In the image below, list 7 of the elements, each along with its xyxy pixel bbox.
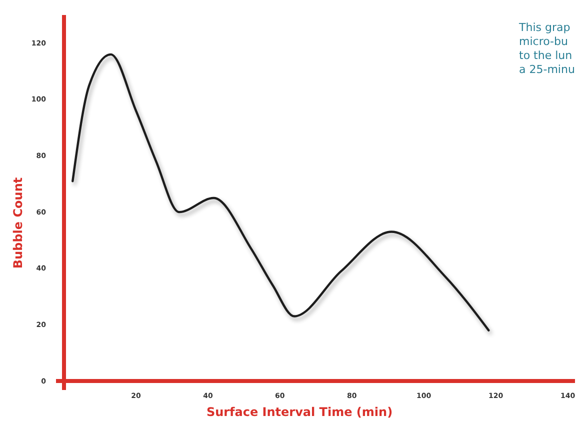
annotation: a 25-minu (519, 63, 575, 76)
x-axis-title: Surface Interval Time (min) (206, 405, 393, 419)
annotation: to the lun (519, 49, 572, 62)
y-axis-title: Bubble Count (11, 177, 25, 269)
annotation: This grap (518, 21, 570, 34)
line-series (72, 53, 490, 332)
annotation: micro-bu (519, 35, 568, 48)
